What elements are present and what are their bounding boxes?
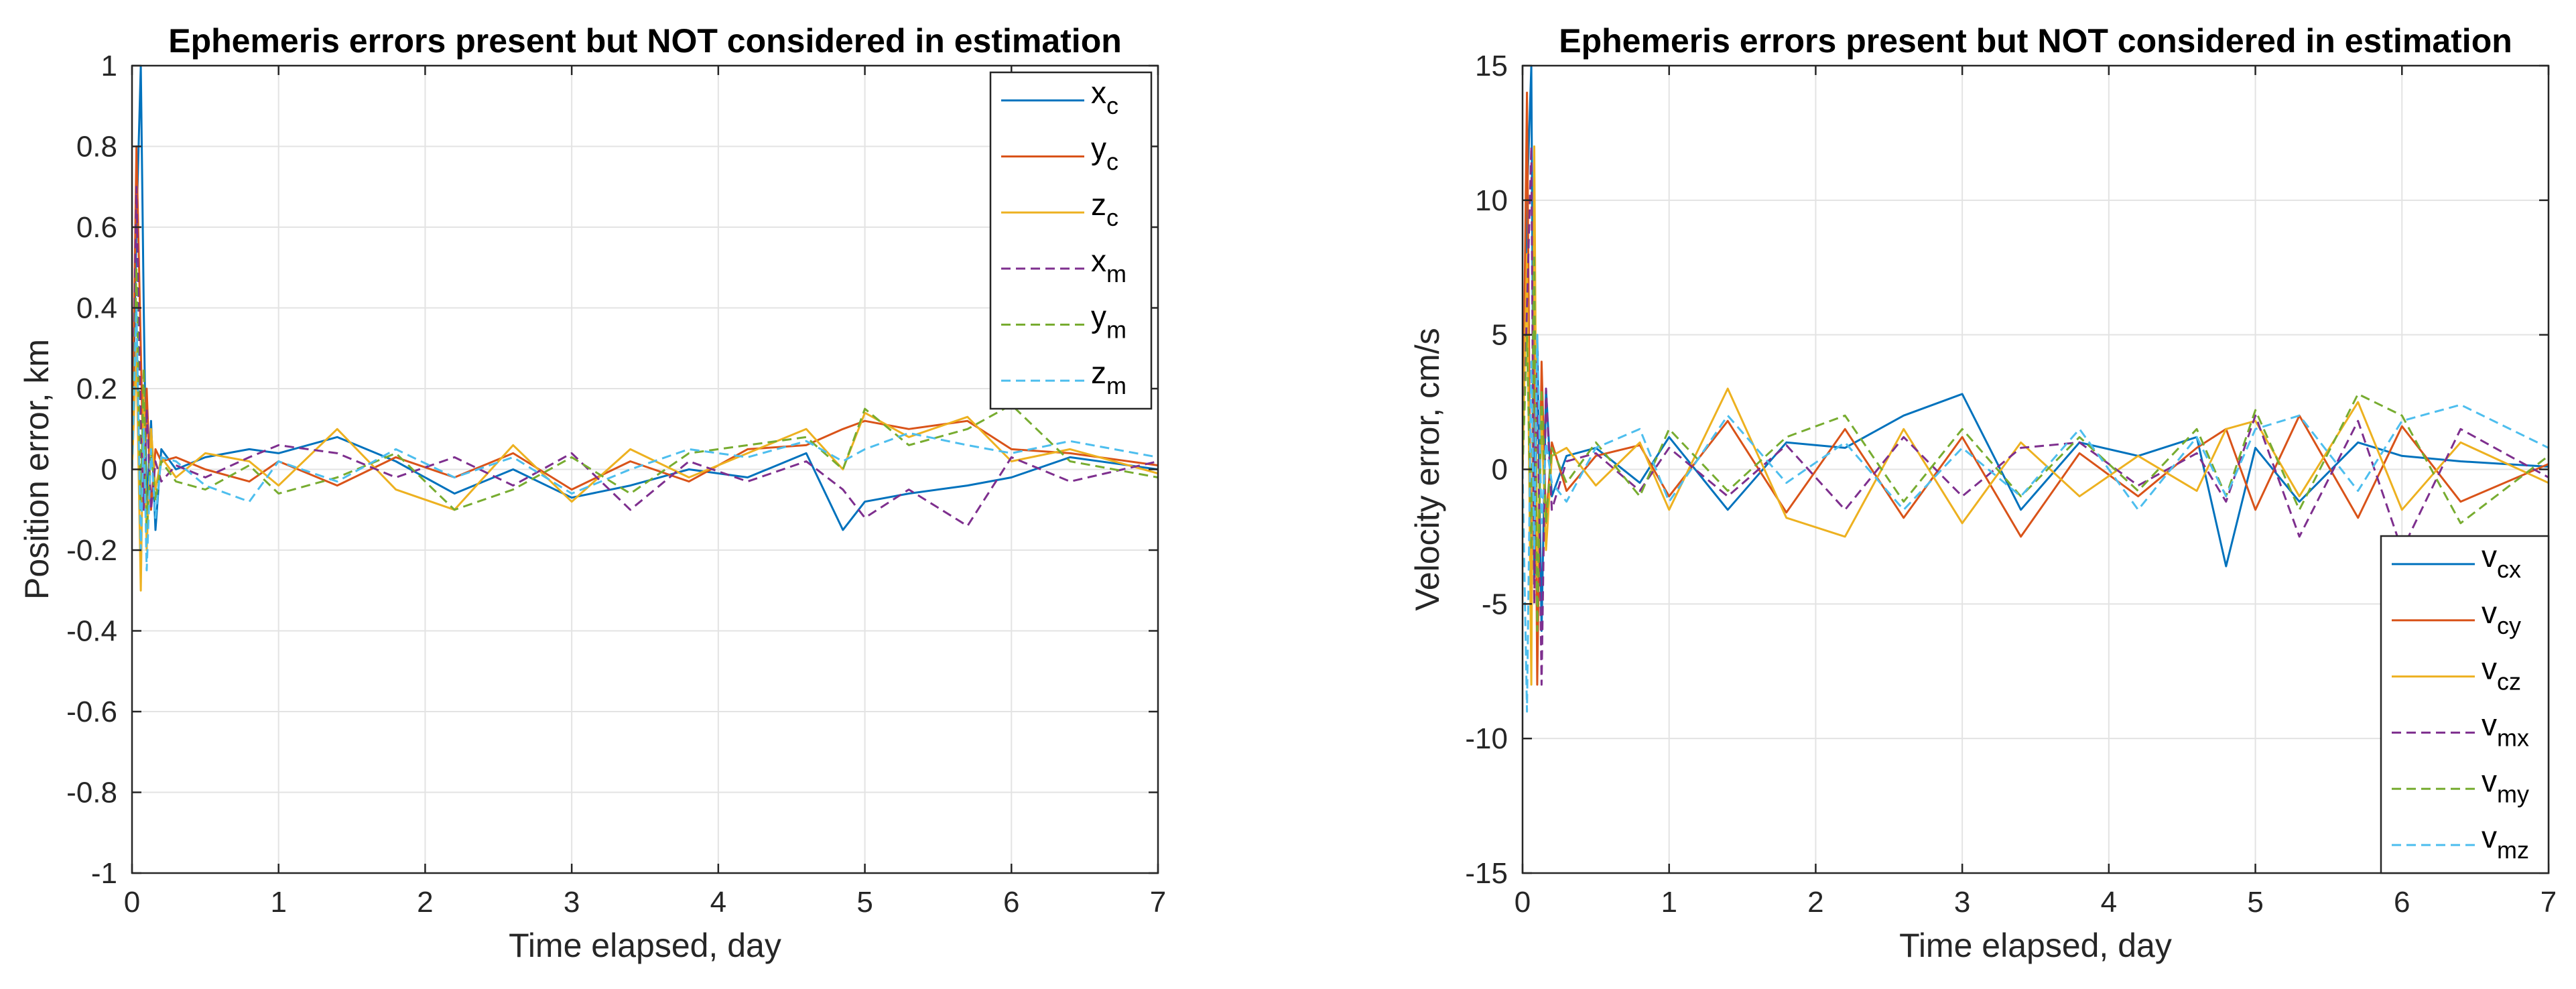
x-tick-label: 1 [1661, 886, 1677, 919]
x-tick-label: 6 [1003, 886, 1019, 919]
legend-label: vcz [2482, 651, 2521, 696]
x-tick-label: 1 [270, 886, 286, 919]
y-tick-label: 0.6 [76, 211, 117, 244]
y-tick-label: 1 [101, 50, 117, 82]
y-tick-label: 0.2 [76, 373, 117, 405]
y-tick-label: 0.4 [76, 292, 117, 325]
legend-label: vmy [2482, 763, 2529, 807]
legend-label: yc [1091, 131, 1118, 176]
legend-label: xc [1091, 75, 1118, 119]
x-tick-label: 6 [2394, 886, 2410, 919]
chart-title: Ephemeris errors present but NOT conside… [168, 22, 1122, 60]
series-line-y-m [132, 266, 1158, 531]
series-line-v-mx [1523, 145, 2549, 686]
legend-label: vcx [2482, 539, 2521, 583]
y-tick-label: -0.2 [66, 534, 117, 567]
legend-label: xm [1091, 243, 1126, 287]
legend-label: zc [1091, 187, 1118, 231]
x-tick-label: 4 [710, 886, 726, 919]
chart-title: Ephemeris errors present but NOT conside… [1559, 22, 2512, 60]
series-line-v-my [1523, 253, 2549, 632]
legend-label: vcy [2482, 595, 2521, 639]
y-axis-label: Velocity error, cm/s [1409, 328, 1446, 610]
series-line-v-mz [1523, 334, 2549, 713]
legend-label: vmz [2482, 819, 2529, 864]
y-tick-label: -0.4 [66, 615, 117, 648]
x-axis-label: Time elapsed, day [509, 927, 781, 964]
legend: xc yc zc xm ym zm [989, 71, 1153, 410]
velocity-error-chart: 0 1 2 3 4 5 6 7 -15 -10 -5 0 5 10 15 Ephemeris errors p… [1409, 22, 2557, 964]
y-tick-label: 0 [101, 454, 117, 486]
series-line-x-m [132, 186, 1158, 527]
position-error-chart: 0 1 2 3 4 5 6 7 -1 -0.8 -0.6 -0.4 -0.2 0 0.2 0.4 0.6 0.8 1… [18, 22, 1166, 964]
x-tick-label: 4 [2101, 886, 2117, 919]
legend-box [989, 71, 1153, 410]
legend-label: ym [1091, 300, 1126, 344]
x-tick-label: 0 [124, 886, 140, 919]
x-tick-label: 0 [1515, 886, 1531, 919]
y-tick-label: 10 [1475, 184, 1508, 217]
y-tick-label: 0.8 [76, 131, 117, 163]
y-tick-label: -15 [1465, 857, 1508, 890]
y-tick-label: 0 [1492, 454, 1508, 486]
x-tick-label: 5 [2247, 886, 2263, 919]
series-line-z-m [132, 307, 1158, 572]
x-tick-label: 3 [1954, 886, 1970, 919]
x-tick-label: 7 [1150, 886, 1166, 919]
legend-label: vmx [2482, 707, 2529, 751]
series-group [1523, 66, 2549, 713]
y-tick-label: -5 [1482, 588, 1508, 620]
x-axis-label: Time elapsed, day [1899, 927, 2172, 964]
legend-label: zm [1091, 355, 1126, 399]
y-tick-label: -0.8 [66, 777, 117, 809]
x-tick-label: 5 [856, 886, 873, 919]
series-group [132, 66, 1158, 592]
legend-box [2380, 535, 2550, 874]
x-tick-label: 2 [417, 886, 433, 919]
legend: vcx vcy vcz vmx vmy vmz [2380, 535, 2550, 874]
y-tick-label: -1 [91, 857, 117, 890]
y-tick-label: -0.6 [66, 696, 117, 728]
x-tick-label: 7 [2540, 886, 2557, 919]
y-axis-label: Position error, km [18, 339, 56, 600]
y-tick-label: -10 [1465, 722, 1508, 755]
y-tick-label: 15 [1475, 50, 1508, 82]
x-tick-label: 2 [1807, 886, 1823, 919]
x-tick-label: 3 [564, 886, 580, 919]
y-tick-label: 5 [1492, 319, 1508, 352]
